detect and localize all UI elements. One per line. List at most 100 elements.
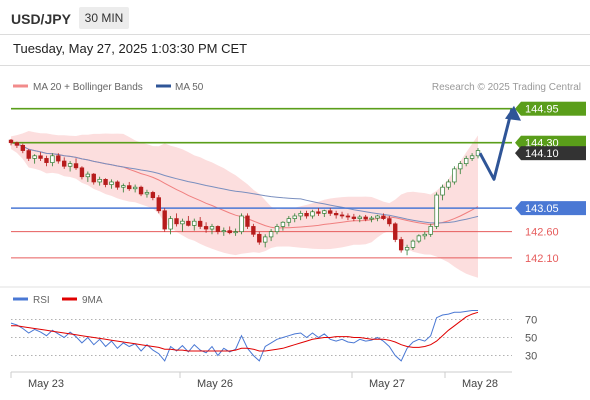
candle [268, 231, 274, 238]
candle [227, 230, 232, 234]
level-badge-arrow-143.05 [515, 201, 521, 216]
candle [44, 158, 49, 163]
candle [428, 226, 433, 235]
interval-button[interactable]: 30 MIN [79, 7, 129, 29]
candle [79, 167, 85, 178]
candle [410, 240, 416, 248]
candle [328, 210, 333, 214]
candle [422, 233, 427, 237]
x-tick-label: May 27 [369, 378, 405, 390]
candle [174, 218, 179, 225]
candle [127, 185, 132, 190]
candle [339, 214, 345, 217]
candle [103, 178, 108, 185]
candle [233, 231, 238, 234]
candle [91, 173, 96, 183]
current-price-badge [521, 146, 586, 161]
candle [115, 181, 120, 188]
candle [274, 226, 280, 233]
candle [387, 218, 392, 225]
osc-series-9ma [11, 311, 479, 352]
candle [351, 216, 357, 219]
candle [416, 235, 422, 242]
candle [215, 226, 221, 233]
candle [26, 150, 31, 159]
candle [132, 186, 138, 190]
candle [121, 185, 126, 188]
level-badge-144.95 [521, 101, 586, 116]
candle [404, 247, 410, 251]
legend-swatch-rsi [13, 297, 28, 301]
forecast-arrowhead [505, 105, 521, 121]
candle [304, 213, 309, 217]
forecast-path [478, 108, 514, 181]
chart-datetime: Tuesday, May 27, 2025 1:03:30 PM CET [13, 41, 248, 56]
x-tick-label: May 28 [462, 378, 498, 390]
bollinger-band [11, 131, 478, 278]
candle [298, 213, 303, 217]
candle [434, 194, 439, 227]
symbol-title: USD/JPY [11, 11, 71, 27]
candle [286, 218, 292, 223]
candle [192, 220, 197, 226]
candle [20, 144, 26, 151]
candle [109, 181, 114, 185]
candle [440, 186, 445, 196]
level-label-143.05: 143.05 [525, 203, 559, 215]
candle [221, 230, 226, 233]
candle [446, 181, 451, 188]
level-label-142.10: 142.10 [525, 253, 559, 265]
level-badge-143.05 [521, 201, 586, 216]
candle [138, 186, 144, 195]
candle [73, 163, 79, 169]
candle [38, 155, 43, 159]
candle [458, 163, 463, 170]
candle [150, 192, 156, 199]
candle [168, 218, 173, 230]
attribution-text: Research © 2025 Trading Central [432, 82, 581, 93]
level-badge-arrow-144.95 [515, 101, 521, 116]
legend-swatch-ma50 [156, 84, 171, 88]
current-price-label: 144.10 [525, 148, 559, 160]
candle [239, 215, 244, 233]
candle [32, 155, 37, 159]
legend-swatch-ma20 [13, 84, 28, 88]
candle [180, 220, 185, 225]
osc-level-label-50: 50 [525, 333, 537, 345]
candle [469, 155, 475, 159]
osc-series-rsi [10, 310, 478, 362]
ma50-line [10, 142, 479, 224]
candle [186, 220, 191, 226]
candle [67, 163, 73, 167]
candle [310, 211, 315, 217]
legend-swatch-9ma [62, 297, 77, 301]
candle [85, 173, 91, 178]
candle [452, 168, 457, 183]
legend-label-9ma: 9MA [82, 295, 103, 306]
candle [375, 215, 380, 219]
candle [280, 221, 286, 227]
legend-label-ma20: MA 20 + Bollinger Bands [33, 82, 143, 93]
candle [345, 215, 351, 218]
candle [14, 142, 20, 146]
candle [257, 233, 262, 243]
candle [156, 197, 161, 212]
candle [393, 223, 398, 240]
candle [357, 216, 362, 219]
candle [97, 178, 102, 183]
level-label-144.95: 144.95 [525, 104, 559, 116]
candle [62, 160, 67, 167]
candle [363, 216, 368, 220]
candle [292, 215, 297, 219]
candle [162, 210, 167, 230]
candle [56, 155, 61, 162]
candle [245, 215, 250, 227]
candle [50, 155, 55, 163]
candle [316, 211, 321, 214]
level-label-142.60: 142.60 [525, 227, 559, 239]
candle [463, 158, 469, 164]
legend-label-rsi: RSI [33, 295, 50, 306]
candle [369, 217, 374, 220]
candle [8, 139, 14, 144]
